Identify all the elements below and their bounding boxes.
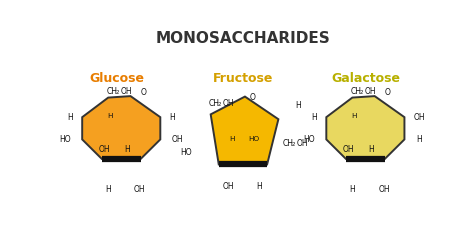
Polygon shape xyxy=(326,96,404,159)
Text: H: H xyxy=(296,101,301,110)
Text: O: O xyxy=(141,88,146,97)
Text: H: H xyxy=(256,182,262,191)
Text: 2: 2 xyxy=(360,90,363,95)
Text: OH: OH xyxy=(378,185,390,194)
Text: 2: 2 xyxy=(116,90,119,95)
Text: 2: 2 xyxy=(292,142,295,147)
Text: OH: OH xyxy=(413,113,425,122)
Text: Galactose: Galactose xyxy=(331,72,400,85)
Text: Glucose: Glucose xyxy=(90,72,145,85)
Text: H: H xyxy=(417,135,422,144)
Text: OH: OH xyxy=(134,185,146,194)
Text: H: H xyxy=(229,136,234,142)
Text: OH: OH xyxy=(223,182,235,191)
Text: MONOSACCHARIDES: MONOSACCHARIDES xyxy=(155,31,330,47)
Text: H: H xyxy=(311,113,317,122)
Text: OH: OH xyxy=(99,145,110,154)
Text: HO: HO xyxy=(249,136,260,142)
Text: CH: CH xyxy=(350,87,362,96)
Text: OH: OH xyxy=(223,99,234,108)
Text: OH: OH xyxy=(120,87,132,96)
Text: HO: HO xyxy=(303,135,315,144)
Text: H: H xyxy=(368,145,374,154)
Text: CH: CH xyxy=(283,139,293,148)
Text: CH: CH xyxy=(209,99,219,108)
Text: OH: OH xyxy=(343,145,355,154)
Text: H: H xyxy=(349,185,355,194)
Polygon shape xyxy=(210,97,278,164)
Text: Fructose: Fructose xyxy=(213,72,273,85)
Text: OH: OH xyxy=(365,87,376,96)
Text: O: O xyxy=(250,93,256,102)
Text: CH: CH xyxy=(106,87,118,96)
Text: HO: HO xyxy=(181,148,192,157)
Text: H: H xyxy=(170,113,175,122)
Text: OH: OH xyxy=(172,135,183,144)
Text: H: H xyxy=(67,113,73,122)
Text: OH: OH xyxy=(296,139,308,148)
Polygon shape xyxy=(82,96,160,159)
Text: 2: 2 xyxy=(218,102,221,107)
Text: HO: HO xyxy=(59,135,71,144)
Text: H: H xyxy=(124,145,130,154)
Text: H: H xyxy=(105,185,111,194)
Text: H: H xyxy=(107,113,113,119)
Text: O: O xyxy=(385,88,391,97)
Text: H: H xyxy=(351,113,357,119)
